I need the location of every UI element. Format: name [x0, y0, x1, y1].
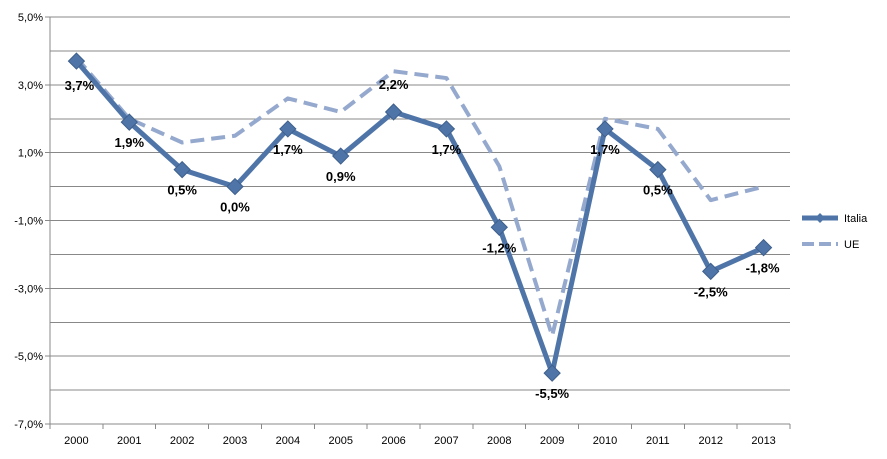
data-point-marker — [702, 262, 720, 281]
data-point-marker — [490, 218, 508, 236]
data-label: 3,7% — [65, 78, 95, 93]
data-labels: 3,7% 1,9% 0,5% 0,0% 1,7% 0,9% 2,2% 1,7% -1,2% -5,… — [65, 77, 780, 401]
legend-marker-italia — [815, 213, 825, 223]
x-tick-label: 2013 — [751, 435, 775, 447]
data-label: -5,5% — [535, 386, 569, 401]
x-tick-label: 2008 — [487, 435, 511, 447]
x-tick-label: 2009 — [540, 435, 564, 447]
data-point-marker — [754, 238, 773, 257]
data-label: 0,5% — [643, 183, 673, 198]
x-tick-label: 2010 — [593, 435, 617, 447]
y-tick-label: -5,0% — [14, 351, 43, 363]
data-point-marker — [279, 120, 297, 138]
x-tick-label: 2012 — [698, 435, 722, 447]
data-point-marker — [437, 120, 456, 138]
x-tick-label: 2002 — [170, 435, 194, 447]
series — [67, 52, 773, 382]
data-point-marker — [384, 103, 403, 121]
x-tick-label: 2007 — [434, 435, 458, 447]
data-point-marker — [596, 120, 614, 138]
data-point-marker — [226, 177, 244, 196]
data-point-marker — [649, 160, 667, 179]
y-tick-label: 5,0% — [18, 12, 43, 24]
y-tick-label: 1,0% — [18, 148, 43, 160]
data-point-marker — [173, 160, 191, 179]
x-tick-label: 2006 — [381, 435, 405, 447]
data-label: 1,7% — [432, 142, 462, 157]
y-tick-label: -7,0% — [14, 419, 43, 431]
data-label: -1,8% — [746, 261, 780, 276]
legend-label-ue: UE — [844, 239, 859, 251]
x-tick-label: 2005 — [328, 435, 352, 447]
data-label: 2,2% — [379, 77, 409, 92]
x-tick-label: 2001 — [117, 435, 141, 447]
axes: 5,0% 3,0% 1,0% -1,0% -3,0% -5,0% -7,0% 2000 2001… — [14, 12, 791, 447]
data-label: 0,5% — [167, 183, 197, 198]
data-label: 0,0% — [220, 200, 250, 215]
data-point-marker — [67, 52, 86, 70]
legend: Italia UE — [802, 213, 868, 251]
data-label: 0,9% — [326, 169, 356, 184]
data-label: -2,5% — [694, 284, 728, 299]
data-label: 1,7% — [273, 142, 303, 157]
data-point-marker — [543, 364, 561, 382]
x-tick-label: 2011 — [646, 435, 670, 447]
x-tick-label: 2003 — [223, 435, 247, 447]
data-label: 1,9% — [114, 135, 144, 150]
series-line-italia — [74, 59, 765, 376]
y-tick-label: -1,0% — [14, 216, 43, 228]
x-tick-label: 2000 — [64, 435, 88, 447]
y-tick-label: -3,0% — [14, 283, 43, 295]
x-tick-label: 2004 — [276, 435, 300, 447]
series-line-ue — [74, 56, 765, 338]
y-tick-label: 3,0% — [18, 80, 43, 92]
data-point-marker — [120, 113, 138, 131]
data-point-marker — [332, 147, 350, 165]
gridlines — [50, 16, 790, 425]
data-label: 1,7% — [590, 142, 620, 157]
data-label: -1,2% — [482, 240, 516, 255]
legend-label-italia: Italia — [844, 213, 868, 225]
